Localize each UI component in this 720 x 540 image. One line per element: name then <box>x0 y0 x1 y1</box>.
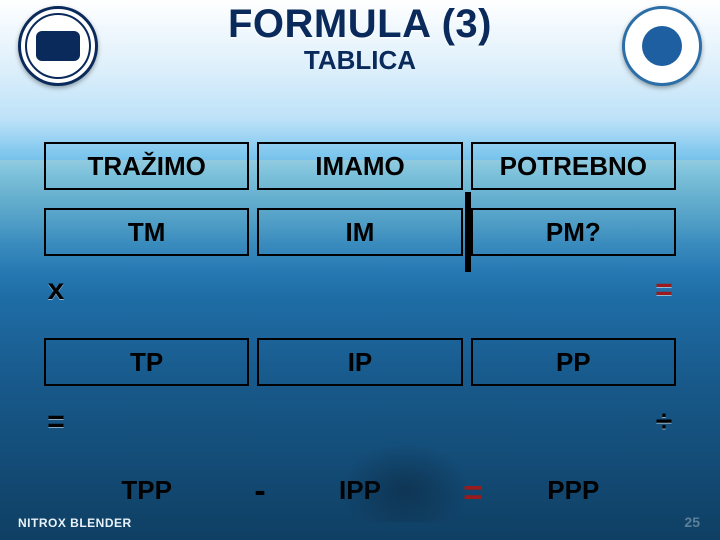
col-header-trazimo: TRAŽIMO <box>44 142 249 190</box>
logo-right <box>622 6 702 86</box>
header: FORMULA (3) TABLICA <box>0 0 720 85</box>
cell-tpp: TPP <box>44 468 249 512</box>
cell-ppp: PPP <box>471 468 676 512</box>
vertical-bar <box>465 192 471 272</box>
cell-pp: PP <box>471 338 676 386</box>
table-row: TP IP PP <box>40 338 680 386</box>
cell-ipp: IPP <box>257 468 462 512</box>
footer-page-number: 25 <box>684 514 700 530</box>
title-block: FORMULA (3) TABLICA <box>228 2 492 76</box>
cell-tp: TP <box>44 338 249 386</box>
footer-left: NITROX BLENDER <box>18 516 132 530</box>
cell-ip: IP <box>257 338 462 386</box>
table-row: TPP IPP PPP <box>40 468 680 512</box>
grid: TRAŽIMO IMAMO POTREBNO TM IM PM? x = TP … <box>40 142 680 485</box>
table-row: TM IM PM? <box>40 208 680 256</box>
operator-times: x <box>38 272 74 308</box>
logo-left <box>18 6 98 86</box>
table-header-row: TRAŽIMO IMAMO POTREBNO <box>40 142 680 190</box>
page-subtitle: TABLICA <box>228 45 492 76</box>
operator-divide: ÷ <box>646 404 682 440</box>
operator-equals-top-right: = <box>646 272 682 308</box>
cell-pm: PM? <box>471 208 676 256</box>
page-title: FORMULA (3) <box>228 2 492 47</box>
col-header-potrebno: POTREBNO <box>471 142 676 190</box>
diver-icon <box>36 31 80 61</box>
cell-tm: TM <box>44 208 249 256</box>
operator-equals-mid: = <box>448 476 498 510</box>
operator-equals-left: = <box>38 404 74 440</box>
operator-minus: - <box>235 474 285 508</box>
col-header-imamo: IMAMO <box>257 142 462 190</box>
cell-im: IM <box>257 208 462 256</box>
cmas-icon <box>642 26 682 66</box>
